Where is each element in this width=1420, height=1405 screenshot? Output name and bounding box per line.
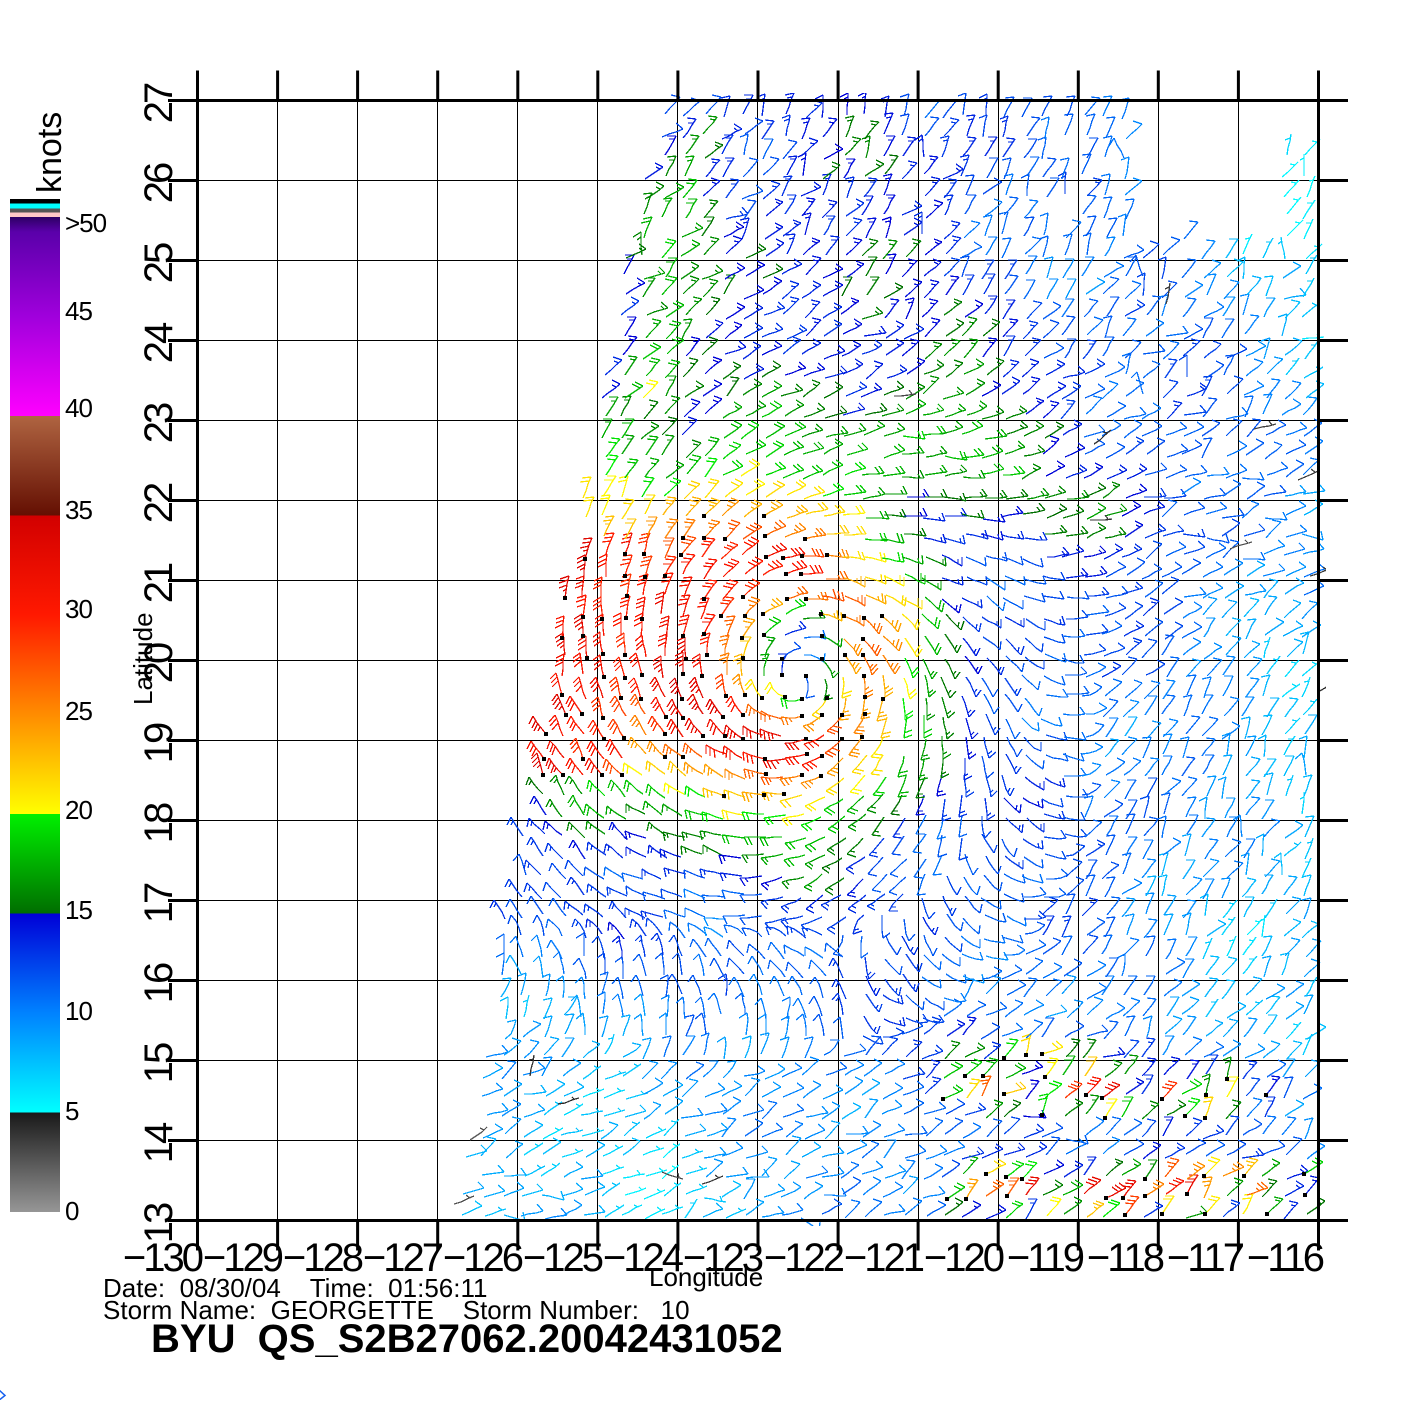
svg-text:−121: −121 (844, 1236, 924, 1280)
svg-text:−116: −116 (1247, 1236, 1324, 1280)
svg-text:30: 30 (65, 594, 92, 624)
svg-text:16: 16 (137, 963, 181, 1003)
svg-text:23: 23 (137, 403, 181, 443)
svg-text:17: 17 (137, 883, 181, 923)
svg-text:13: 13 (137, 1203, 181, 1243)
svg-text:−127: −127 (363, 1236, 443, 1280)
svg-text:5: 5 (65, 1096, 79, 1126)
svg-text:22: 22 (137, 483, 181, 523)
svg-text:24: 24 (137, 322, 181, 363)
svg-text:−128: −128 (283, 1236, 363, 1280)
svg-text:−117: −117 (1167, 1236, 1244, 1280)
svg-text:−124: −124 (603, 1236, 684, 1280)
svg-text:−118: −118 (1087, 1236, 1164, 1280)
svg-text:−122: −122 (764, 1236, 844, 1280)
svg-text:25: 25 (137, 243, 181, 283)
svg-text:15: 15 (137, 1043, 181, 1083)
svg-text:15: 15 (65, 895, 92, 925)
svg-text:Date: 08/30/04 Time: 01:5: Date: 08/30/04 Time: 01:56:11 (103, 1273, 487, 1303)
svg-text:−120: −120 (924, 1236, 1004, 1280)
svg-text:−130: −130 (123, 1236, 203, 1280)
svg-text:10: 10 (65, 996, 92, 1026)
svg-text:18: 18 (137, 803, 181, 843)
svg-text:>50: >50 (65, 208, 107, 238)
svg-text:0: 0 (65, 1196, 79, 1226)
svg-text:Storm Name: GEORGETTE Stor: Storm Name: GEORGETTE Storm Number: 10 (103, 1295, 690, 1325)
svg-text:26: 26 (137, 163, 181, 203)
svg-text:knots: knots (31, 112, 69, 193)
svg-text:14: 14 (137, 1122, 181, 1163)
svg-text:−126: −126 (443, 1236, 523, 1280)
svg-text:45: 45 (65, 296, 92, 326)
svg-text:25: 25 (65, 696, 92, 726)
svg-text:−125: −125 (523, 1236, 603, 1280)
svg-text:20: 20 (65, 795, 92, 825)
svg-text:−119: −119 (1007, 1236, 1084, 1280)
svg-text:−129: −129 (203, 1236, 283, 1280)
svg-text:35: 35 (65, 495, 92, 525)
svg-text:27: 27 (137, 83, 181, 123)
svg-text:−123: −123 (683, 1236, 763, 1280)
svg-text:40: 40 (65, 393, 92, 423)
svg-text:20: 20 (137, 643, 181, 683)
svg-text:Latitude: Latitude (128, 612, 158, 705)
svg-text:Longitude: Longitude (649, 1262, 763, 1292)
svg-text:BYU QS_S2B27062.20042431052: BYU QS_S2B27062.20042431052 (151, 1317, 783, 1361)
svg-text:21: 21 (137, 563, 181, 603)
svg-text:19: 19 (137, 723, 181, 763)
